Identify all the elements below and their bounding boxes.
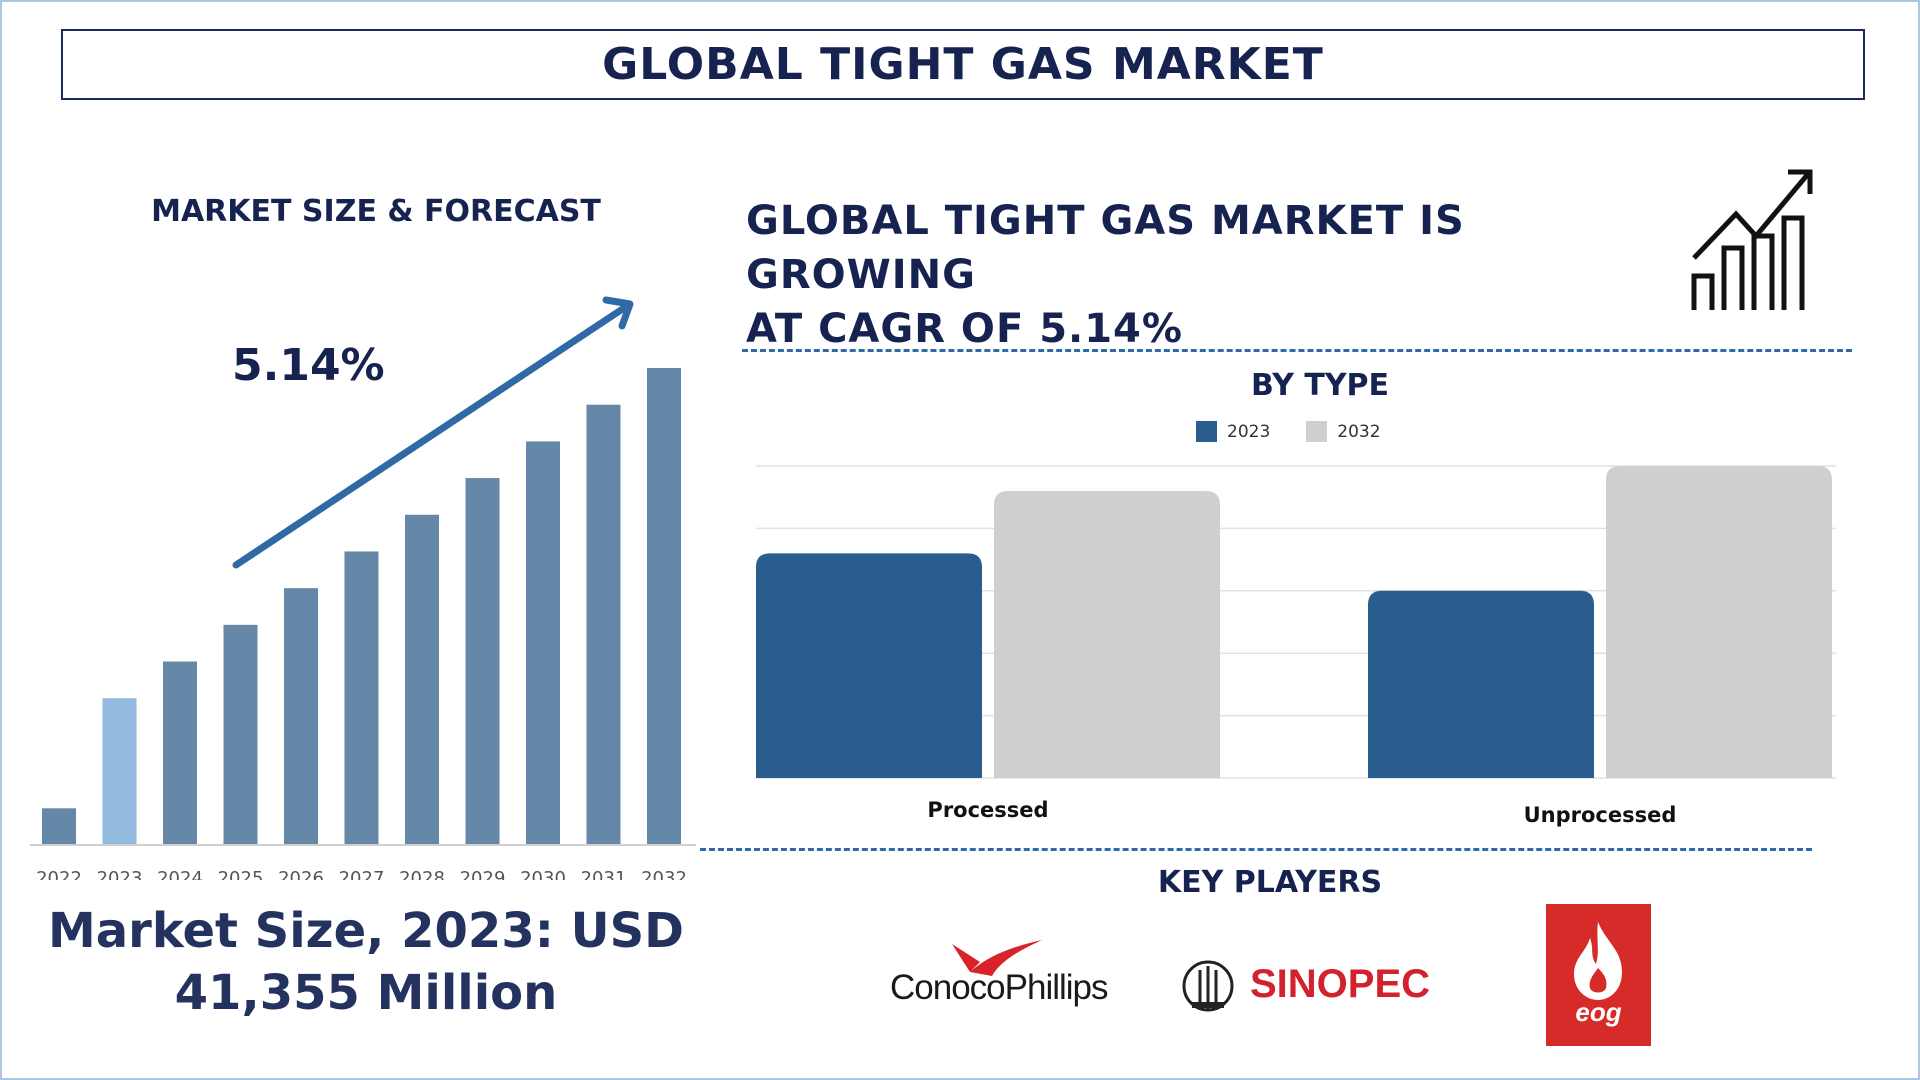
cagr-heading-line2: AT CAGR OF 5.14% — [746, 306, 1183, 352]
forecast-bar-2029 — [465, 478, 500, 845]
conocophillips-wordmark: ConocoPhillips — [890, 968, 1109, 1007]
type-bar-processed-2023 — [756, 553, 982, 778]
forecast-tick-2028: 2028 — [399, 868, 445, 880]
by-type-heading: BY TYPE — [1250, 368, 1390, 403]
forecast-tick-2032: 2032 — [641, 868, 687, 880]
eog-wordmark: eog — [1575, 997, 1622, 1027]
conocophillips-logo — [952, 940, 1042, 976]
market-size-heading: MARKET SIZE & FORECAST — [151, 194, 601, 229]
market-size-line2: 41,355 Million — [174, 965, 558, 1021]
page-title: GLOBAL TIGHT GAS MARKET — [602, 39, 1324, 90]
forecast-bar-2023 — [102, 698, 137, 845]
forecast-tick-2022: 2022 — [36, 868, 82, 880]
forecast-bar-2030 — [526, 441, 560, 845]
forecast-tick-2029: 2029 — [460, 868, 506, 880]
market-size-line1: Market Size, 2023: USD — [47, 903, 685, 959]
trend-arrow-head — [602, 296, 634, 330]
flame-icon — [1574, 922, 1622, 1000]
market-size-text: Market Size, 2023: USD 41,355 Million — [30, 900, 702, 1024]
eog-logo: eog — [1546, 904, 1651, 1046]
forecast-tick-2027: 2027 — [339, 868, 385, 880]
forecast-bar-2025 — [223, 624, 258, 845]
forecast-bar-2022 — [42, 808, 76, 845]
legend-swatch-2032 — [1306, 421, 1328, 442]
forecast-tick-2031: 2031 — [581, 868, 627, 880]
section-divider — [742, 349, 1852, 352]
legend-label-2032: 2032 — [1337, 421, 1381, 442]
cagr-heading-line1: GLOBAL TIGHT GAS MARKET IS GROWING — [746, 198, 1465, 298]
type-bar-unprocessed-2032 — [1606, 466, 1832, 778]
legend-item-2023: 2023 — [1196, 421, 1270, 442]
type-legend: 2023 2032 — [1196, 421, 1381, 442]
forecast-tick-2025: 2025 — [218, 868, 264, 880]
type-bar-unprocessed-2023 — [1368, 590, 1594, 778]
trend-arrow-icon — [232, 304, 628, 569]
type-bar-processed-2032 — [994, 490, 1220, 778]
forecast-bar-2031 — [586, 404, 621, 845]
forecast-chart: 2022 2023 2024 2025 2026 2027 2028 2029 2030 2031… — [30, 296, 696, 880]
legend-label-2023: 2023 — [1227, 421, 1271, 442]
forecast-tick-2026: 2026 — [278, 868, 324, 880]
forecast-bar-2024 — [163, 661, 197, 845]
type-category-unprocessed: Unprocessed — [1524, 803, 1677, 827]
forecast-tick-2023: 2023 — [97, 868, 143, 880]
forecast-bar-2026 — [284, 588, 318, 845]
cagr-label: 5.14% — [232, 340, 385, 391]
growth-chart-icon — [1691, 169, 1813, 310]
forecast-bar-2028 — [405, 514, 439, 845]
type-category-processed: Processed — [927, 798, 1048, 822]
sinopec-logo — [1182, 960, 1234, 1012]
section-divider-2 — [700, 848, 1812, 851]
sinopec-wordmark: SINOPEC — [1250, 962, 1431, 1006]
forecast-bar-2032 — [647, 368, 681, 845]
title-banner: GLOBAL TIGHT GAS MARKET — [61, 29, 1865, 100]
type-chart: Processed Unprocessed — [756, 465, 1836, 827]
legend-swatch-2023 — [1196, 421, 1217, 442]
legend-item-2032: 2032 — [1306, 421, 1381, 442]
key-players-heading: KEY PLAYERS — [1157, 865, 1383, 900]
cagr-heading: GLOBAL TIGHT GAS MARKET IS GROWING AT CA… — [746, 194, 1706, 356]
forecast-tick-2030: 2030 — [520, 868, 566, 880]
forecast-tick-2024: 2024 — [157, 868, 203, 880]
forecast-bar-2027 — [344, 551, 379, 845]
